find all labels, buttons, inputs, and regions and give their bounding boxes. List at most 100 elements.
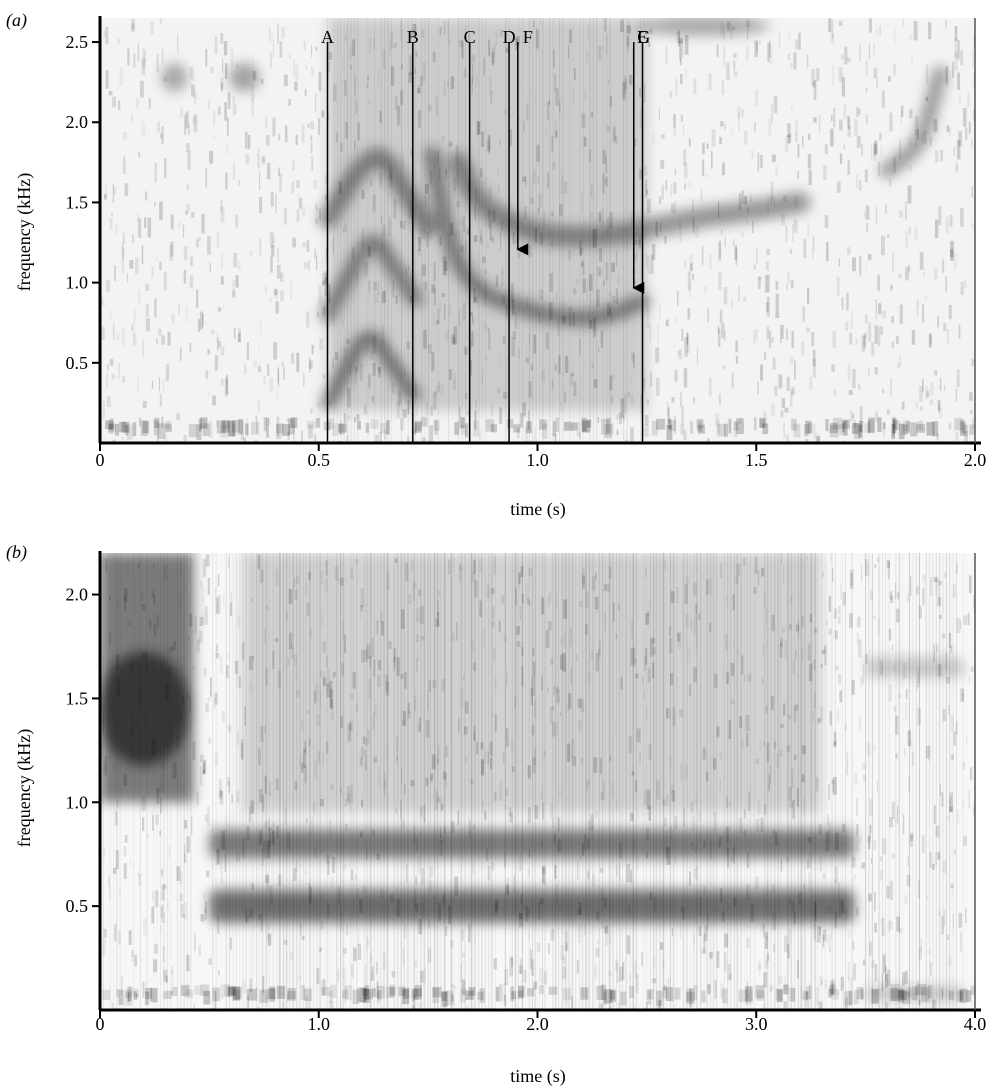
noise-streak: [956, 164, 959, 172]
noise-streak: [840, 54, 844, 60]
noise-streak: [261, 156, 266, 164]
noise-streak: [552, 818, 555, 829]
noise-streak: [163, 969, 168, 982]
noise-blob: [803, 424, 809, 437]
noise-streak: [808, 169, 812, 186]
noise-streak: [895, 753, 898, 759]
noise-streak: [307, 123, 310, 128]
noise-streak: [928, 333, 932, 348]
noise-streak: [885, 204, 887, 214]
noise-streak: [491, 862, 495, 872]
noise-streak: [202, 762, 206, 775]
noise-streak: [867, 421, 871, 434]
noise-blob: [858, 424, 863, 438]
noise-streak: [170, 241, 174, 257]
noise-streak: [267, 363, 270, 376]
noise-blob: [970, 985, 975, 995]
noise-streak: [220, 199, 223, 212]
noise-streak: [847, 116, 851, 130]
marker-label: B: [407, 27, 419, 47]
y-tick-label: 2.0: [66, 585, 89, 605]
noise-streak: [922, 588, 925, 606]
noise-streak: [673, 342, 675, 348]
noise-streak: [123, 156, 126, 175]
noise-streak: [847, 125, 851, 137]
noise-streak: [277, 248, 279, 263]
noise-streak: [805, 327, 810, 333]
noise-streak: [215, 420, 219, 428]
noise-streak: [183, 820, 188, 829]
noise-streak: [557, 817, 561, 832]
noise-streak: [763, 972, 768, 988]
noise-streak: [743, 195, 747, 205]
noise-blob: [287, 990, 297, 1001]
noise-streak: [826, 934, 829, 944]
noise-streak: [233, 252, 238, 268]
noise-streak: [131, 949, 134, 958]
noise-streak: [135, 993, 139, 998]
noise-streak: [151, 906, 155, 924]
noise-streak: [141, 58, 146, 76]
noise-streak: [616, 963, 618, 983]
noise-streak: [122, 375, 125, 384]
noise-streak: [207, 697, 211, 702]
noise-streak: [235, 214, 239, 228]
noise-streak: [865, 262, 867, 269]
noise-streak: [196, 289, 199, 308]
noise-blob: [445, 990, 454, 1006]
noise-streak: [232, 290, 236, 299]
noise-streak: [233, 162, 235, 180]
noise-streak: [316, 968, 320, 985]
noise-streak: [972, 50, 974, 68]
noise-streak: [144, 123, 146, 137]
noise-streak: [186, 306, 188, 323]
noise-streak: [231, 794, 233, 803]
noise-streak: [633, 961, 637, 979]
noise-streak: [152, 891, 154, 902]
noise-streak: [693, 397, 695, 404]
noise-streak: [663, 984, 667, 991]
noise-blob: [775, 988, 783, 1001]
noise-blob: [831, 984, 836, 996]
noise-streak: [856, 135, 861, 148]
noise-blob: [212, 987, 220, 1002]
noise-streak: [126, 273, 128, 283]
noise-blob: [180, 984, 190, 997]
noise-streak: [830, 128, 834, 147]
noise-streak: [202, 313, 204, 328]
noise-streak: [271, 33, 273, 41]
noise-streak: [327, 861, 330, 875]
noise-streak: [916, 298, 919, 318]
noise-blob: [646, 989, 654, 1000]
noise-streak: [365, 936, 368, 953]
noise-streak: [847, 57, 851, 63]
noise-streak: [919, 386, 923, 403]
noise-streak: [154, 202, 156, 207]
noise-streak: [303, 262, 308, 269]
noise-streak: [971, 222, 975, 230]
noise-streak: [242, 980, 247, 994]
noise-streak: [295, 861, 298, 873]
noise-streak: [608, 971, 612, 977]
noise-streak: [301, 123, 305, 143]
noise-blob: [379, 422, 388, 434]
noise-blob: [133, 991, 137, 1000]
noise-streak: [225, 172, 228, 190]
noise-streak: [658, 108, 661, 120]
noise-streak: [114, 811, 118, 826]
noise-streak: [428, 919, 430, 930]
noise-streak: [186, 836, 191, 853]
noise-streak: [323, 374, 325, 379]
noise-streak: [539, 968, 543, 983]
noise-blob: [389, 984, 395, 998]
noise-streak: [838, 258, 840, 267]
noise-blob: [414, 422, 422, 433]
noise-streak: [957, 40, 960, 60]
noise-streak: [950, 754, 954, 761]
noise-streak: [267, 819, 271, 832]
noise-blob: [859, 421, 864, 433]
noise-streak: [878, 162, 880, 177]
noise-streak: [861, 762, 866, 770]
noise-streak: [731, 372, 734, 389]
harmonic-band: [865, 987, 965, 1000]
